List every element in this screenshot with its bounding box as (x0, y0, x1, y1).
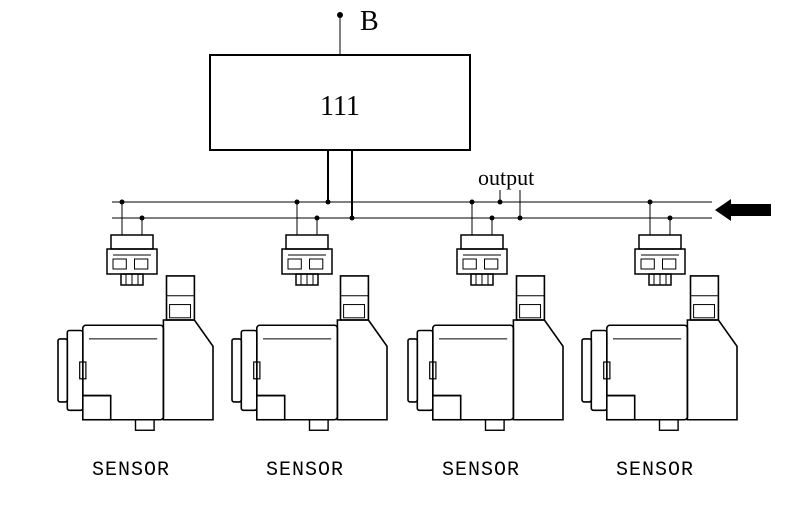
sensor-body-2 (408, 276, 563, 430)
sensor-body-3 (582, 276, 737, 430)
sensor-body-1 (232, 276, 387, 430)
antenna-label: B (360, 6, 379, 37)
bus-arrow-head (715, 199, 731, 221)
connector-icon-2 (457, 235, 507, 285)
sensor-label-3: SENSOR (616, 459, 694, 482)
main-box-label: 111 (320, 91, 360, 122)
connector-icon-1 (282, 235, 332, 285)
sensor-label-1: SENSOR (266, 459, 344, 482)
sensor-body-0 (58, 276, 213, 430)
bus-arrow-body (731, 205, 770, 215)
sensor-label-0: SENSOR (92, 459, 170, 482)
connector-icon-3 (635, 235, 685, 285)
output-label: output (478, 165, 534, 190)
sensor-label-2: SENSOR (442, 459, 520, 482)
connector-icon-0 (107, 235, 157, 285)
